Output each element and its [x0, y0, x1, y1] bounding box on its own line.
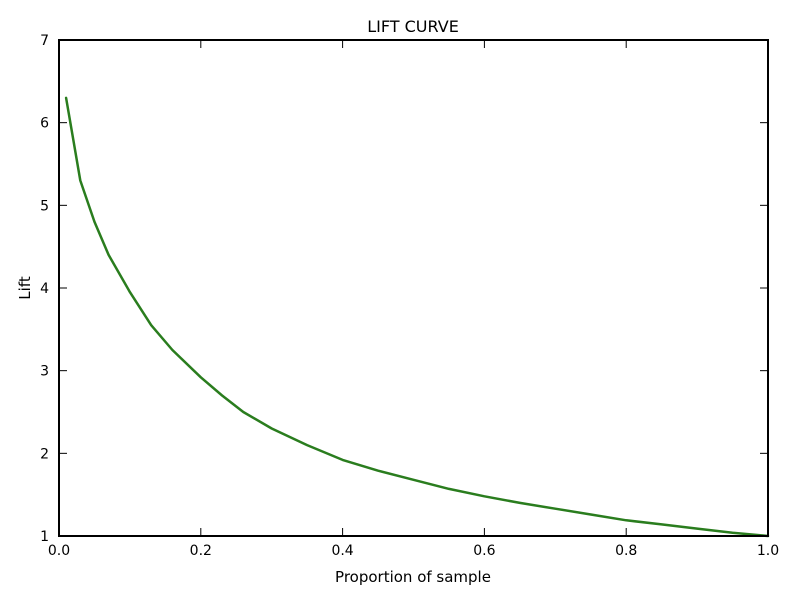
- lift-curve-line: [64, 96, 770, 538]
- y-tick-label: 4: [40, 281, 49, 297]
- x-tick-label: 0.4: [331, 543, 353, 559]
- x-tick-label: 0.0: [48, 543, 70, 559]
- y-tick-label: 3: [40, 364, 49, 380]
- y-tick-label: 1: [40, 529, 49, 545]
- x-tick-label: 0.6: [473, 543, 495, 559]
- y-tick-label: 5: [40, 198, 49, 214]
- y-tick-label: 7: [40, 33, 49, 49]
- x-axis-label: Proportion of sample: [335, 568, 491, 586]
- series-layer: [64, 96, 770, 538]
- x-tick-label: 0.8: [615, 543, 637, 559]
- x-tick-label: 0.2: [190, 543, 212, 559]
- chart-title: LIFT CURVE: [367, 17, 459, 36]
- y-tick-label: 6: [40, 116, 49, 132]
- x-tick-label: 1.0: [757, 543, 779, 559]
- y-axis-ticks: 1 2 3 4 5 6 7: [40, 33, 768, 545]
- plot-frame: [58, 39, 769, 537]
- y-axis-label: Lift: [16, 276, 34, 300]
- y-tick-label: 2: [40, 446, 49, 462]
- x-axis-ticks: 0.0 0.2 0.4 0.6 0.8 1.0: [48, 40, 779, 559]
